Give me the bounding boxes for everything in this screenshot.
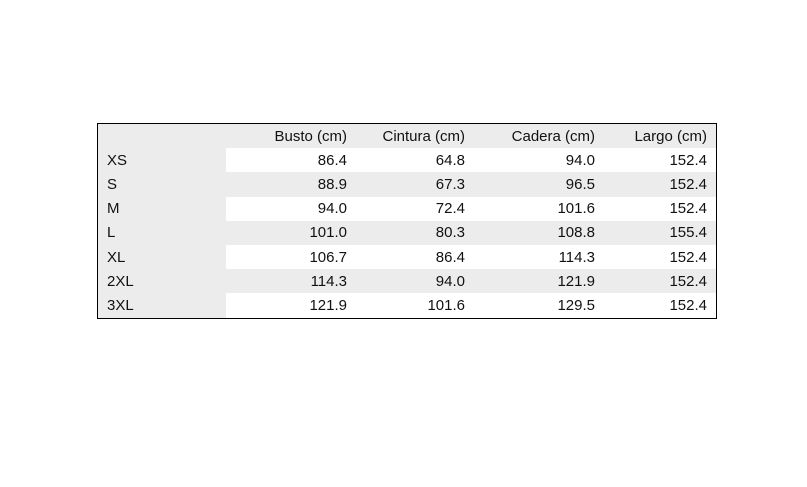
- measurement-cell: 94.0: [317, 200, 347, 218]
- measurement-cell: 129.5: [557, 296, 595, 314]
- table-row: M 94.0 72.4 101.6 152.4: [97, 196, 717, 221]
- table-row: 3XL 121.9 101.6 129.5 152.4: [97, 293, 717, 318]
- measurement-cell: 86.4: [435, 248, 465, 266]
- measurement-cell: 101.6: [427, 296, 465, 314]
- header-cell: Cadera (cm): [474, 123, 604, 149]
- measurement-cell: 101.6: [557, 200, 595, 218]
- size-label: L: [97, 220, 226, 245]
- table-row: 2XL 114.3 94.0 121.9 152.4: [97, 269, 717, 294]
- measurement-cell: 152.4: [669, 151, 707, 169]
- measurement-cell: 155.4: [604, 220, 717, 245]
- table-row: S 88.9 67.3 96.5 152.4: [97, 172, 717, 197]
- measurement-cell: 101.0: [226, 220, 356, 245]
- measurement-cell: 121.9: [474, 269, 604, 294]
- measurement-cell: 108.8: [474, 220, 604, 245]
- header-row: Busto (cm) Cintura (cm) Cadera (cm) Larg…: [97, 123, 717, 149]
- measurement-cell: 152.4: [604, 269, 717, 294]
- header-cell: Busto (cm): [226, 123, 356, 149]
- size-label: XS: [97, 148, 226, 173]
- size-label: XL: [97, 244, 226, 270]
- size-chart-table: Busto (cm) Cintura (cm) Cadera (cm) Larg…: [97, 123, 717, 319]
- measurement-cell: 96.5: [474, 172, 604, 197]
- table-row: XS 86.4 64.8 94.0 152.4: [97, 148, 717, 173]
- measurement-cell: 72.4: [435, 200, 465, 218]
- measurement-cell: 152.4: [604, 172, 717, 197]
- size-label: 3XL: [97, 293, 226, 318]
- size-label: S: [97, 172, 226, 197]
- size-label: M: [97, 196, 226, 221]
- measurement-cell: 94.0: [356, 269, 474, 294]
- measurement-cell: 106.7: [309, 248, 347, 266]
- measurement-cell: 114.3: [558, 248, 595, 266]
- header-cell: Cintura (cm): [356, 123, 474, 149]
- measurement-cell: 94.0: [565, 151, 595, 169]
- measurement-cell: 121.9: [309, 296, 347, 314]
- measurement-cell: 152.4: [669, 296, 707, 314]
- measurement-cell: 152.4: [669, 248, 707, 266]
- size-label: 2XL: [97, 269, 226, 294]
- measurement-cell: 152.4: [669, 200, 707, 218]
- measurement-cell: 64.8: [435, 151, 465, 169]
- header-cell: Largo (cm): [604, 123, 717, 149]
- table-row: XL 106.7 86.4 114.3 152.4: [97, 244, 717, 270]
- table-row: L 101.0 80.3 108.8 155.4: [97, 220, 717, 245]
- measurement-cell: 88.9: [226, 172, 356, 197]
- header-cell: [97, 123, 226, 149]
- measurement-cell: 80.3: [356, 220, 474, 245]
- measurement-cell: 86.4: [317, 151, 347, 169]
- measurement-cell: 114.3: [226, 269, 356, 294]
- measurement-cell: 67.3: [356, 172, 474, 197]
